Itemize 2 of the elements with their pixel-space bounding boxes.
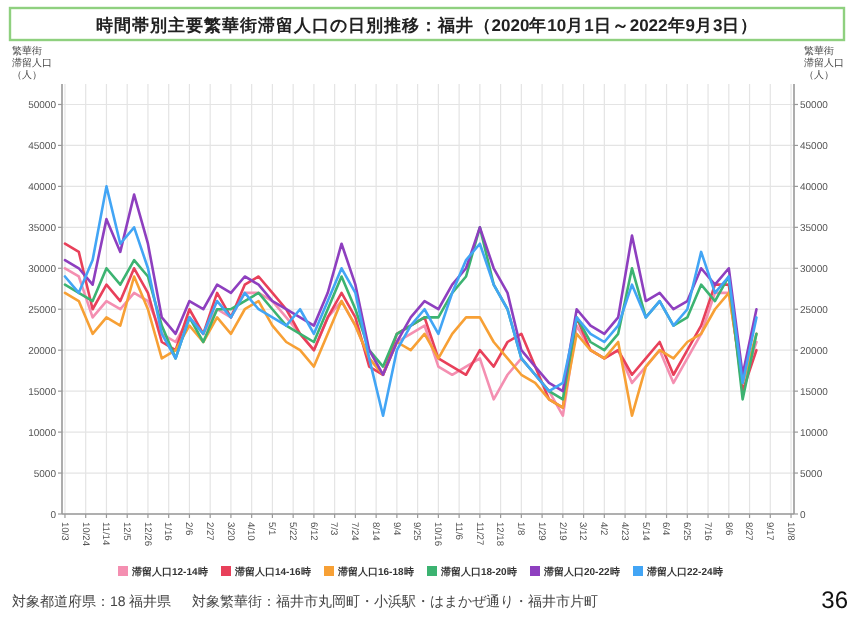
chart-title: 時間帯別主要繁華街滞留人口の日別推移：福井（2020年10月1日～2022年9月3日）	[95, 15, 759, 35]
text: 36	[821, 586, 849, 614]
